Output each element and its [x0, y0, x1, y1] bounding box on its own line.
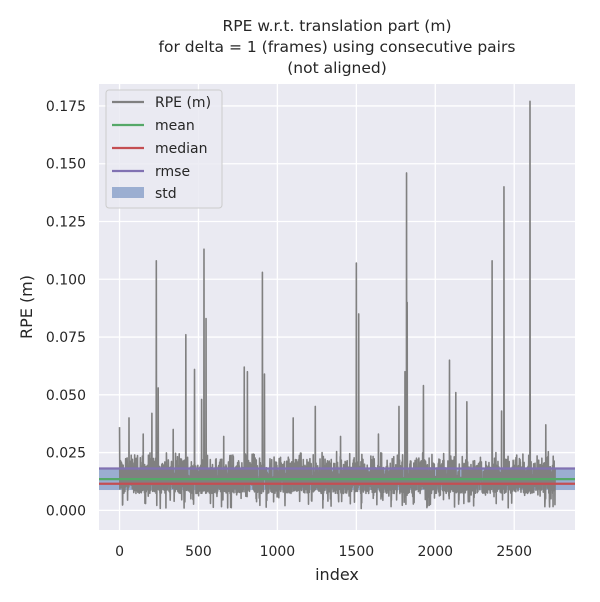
legend-label-median: median	[155, 141, 207, 157]
x-tick-label: 500	[185, 544, 212, 560]
legend-label-std: std	[155, 186, 177, 202]
chart-title-line-1: RPE w.r.t. translation part (m)	[222, 17, 451, 35]
x-tick-label: 1500	[339, 544, 375, 560]
x-tick-label: 0	[115, 544, 124, 560]
y-tick-label: 0.175	[46, 99, 86, 115]
x-tick-labels: 0 500 1000 1500 2000 2500	[115, 544, 532, 560]
y-tick-label: 0.075	[46, 330, 86, 346]
x-axis-label: index	[315, 565, 359, 584]
y-tick-label: 0.025	[46, 446, 86, 462]
chart-title-line-2: for delta = 1 (frames) using consecutive…	[159, 38, 516, 56]
y-tick-label: 0.050	[46, 388, 86, 404]
legend: RPE (m) mean median rmse std	[105, 89, 223, 209]
x-tick-label: 1000	[260, 544, 296, 560]
y-tick-label: 0.150	[46, 157, 86, 173]
stat-lines-layer	[99, 467, 575, 485]
legend-label-rmse: rmse	[155, 164, 190, 180]
chart-title-line-3: (not aligned)	[287, 59, 387, 77]
y-axis-label: RPE (m)	[17, 275, 36, 339]
legend-box	[105, 89, 223, 209]
x-tick-label: 2000	[417, 544, 453, 560]
legend-symbol-std	[112, 187, 144, 198]
y-tick-label: 0.125	[46, 214, 86, 230]
legend-label-mean: mean	[155, 118, 195, 134]
y-tick-label: 0.100	[46, 272, 86, 288]
grid	[99, 84, 575, 530]
y-tick-label: 0.000	[46, 503, 86, 519]
legend-label-rpe: RPE (m)	[155, 95, 211, 111]
x-tick-label: 2500	[496, 544, 532, 560]
y-tick-labels: 0.000 0.025 0.050 0.075 0.100 0.125 0.150 0.175	[46, 99, 86, 519]
